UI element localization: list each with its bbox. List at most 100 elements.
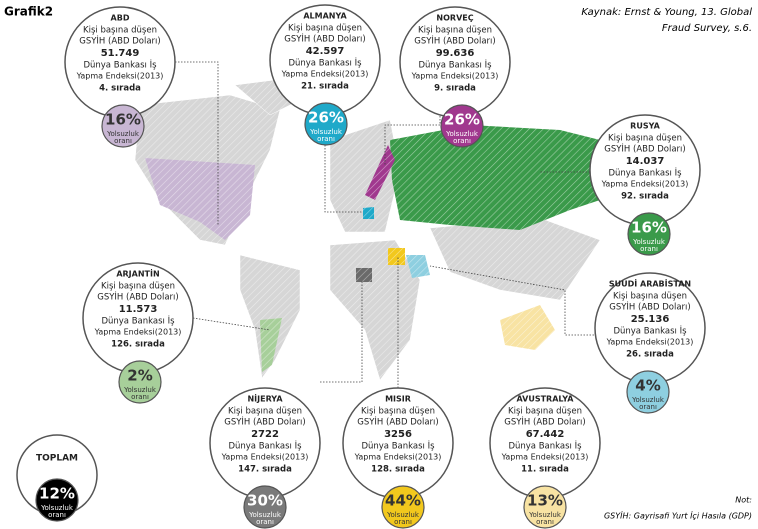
gdp-label: GSYİH (ABD Doları) bbox=[284, 34, 365, 45]
country-name: SUUDİ ARABİSTAN bbox=[609, 279, 691, 289]
index-label: Yapma Endeksi(2013) bbox=[94, 328, 182, 337]
country-name: NİJERYA bbox=[247, 394, 283, 404]
rank: 9. sırada bbox=[434, 84, 476, 94]
rate-label: oranı bbox=[317, 135, 335, 143]
index-label: Yapma Endeksi(2013) bbox=[354, 453, 442, 462]
rate-value: 12% bbox=[39, 485, 75, 503]
index-label: Dünya Bankası İş bbox=[101, 316, 175, 327]
rank: 4. sırada bbox=[99, 84, 141, 94]
country-name: ABD bbox=[111, 14, 130, 23]
rate-label: Yolsuzluk bbox=[106, 130, 140, 138]
gdp-label: Kişi başına düşen bbox=[608, 134, 682, 144]
index-label: Dünya Bankası İş bbox=[608, 168, 682, 179]
rate-label: oranı bbox=[114, 137, 132, 145]
rate-bubble bbox=[626, 370, 670, 414]
rate-bubble bbox=[523, 485, 567, 529]
country-name: MISIR bbox=[385, 395, 411, 404]
gdp-label: GSYİH (ABD Doları) bbox=[97, 292, 178, 303]
gdp-label: Kişi başına düşen bbox=[83, 26, 157, 36]
gdp-value: 3256 bbox=[384, 429, 412, 440]
rate-value: 30% bbox=[247, 492, 283, 510]
rate-bubble bbox=[101, 104, 145, 148]
world-map bbox=[130, 75, 640, 385]
gdp-label: Kişi başına düşen bbox=[508, 407, 582, 417]
rate-label: oranı bbox=[48, 511, 66, 519]
rate-value: 4% bbox=[635, 377, 660, 395]
rate-bubble bbox=[243, 485, 287, 529]
index-label: Dünya Bankası İş bbox=[288, 58, 362, 69]
index-label: Yapma Endeksi(2013) bbox=[221, 453, 309, 462]
rate-label: Yolsuzluk bbox=[309, 128, 343, 136]
gdp-label: GSYİH (ABD Doları) bbox=[604, 144, 685, 155]
rate-value: 44% bbox=[385, 492, 421, 510]
rate-bubble bbox=[35, 478, 79, 522]
note-title: Not: bbox=[735, 496, 752, 505]
index-label: Yapma Endeksi(2013) bbox=[76, 72, 164, 81]
gdp-label: Kişi başına düşen bbox=[418, 26, 492, 36]
gdp-label: GSYİH (ABD Doları) bbox=[357, 417, 438, 428]
rank: 26. sırada bbox=[626, 350, 674, 360]
rate-label: oranı bbox=[536, 518, 554, 526]
note-text: GSYİH: Gayrisafi Yurt İçi Hasıla (GDP) bbox=[604, 511, 752, 521]
index-label: Yapma Endeksi(2013) bbox=[606, 338, 694, 347]
index-label: Dünya Bankası İş bbox=[418, 60, 492, 71]
rank: 21. sırada bbox=[301, 82, 349, 92]
rate-label: Yolsuzluk bbox=[248, 511, 282, 519]
country-name: ARJANTİN bbox=[116, 269, 159, 279]
rate-label: oranı bbox=[256, 518, 274, 526]
rate-bubble bbox=[381, 485, 425, 529]
rate-label: Yolsuzluk bbox=[123, 386, 157, 394]
rank: 147. sırada bbox=[238, 465, 292, 475]
rate-value: 26% bbox=[308, 109, 344, 127]
index-label: Yapma Endeksi(2013) bbox=[281, 70, 369, 79]
rate-bubble bbox=[440, 104, 484, 148]
gdp-label: GSYİH (ABD Doları) bbox=[414, 36, 495, 47]
gdp-label: GSYİH (ABD Doları) bbox=[504, 417, 585, 428]
gdp-label: Kişi başına düşen bbox=[228, 407, 302, 417]
country-name: ALMANYA bbox=[303, 12, 347, 21]
index-label: Dünya Bankası İş bbox=[613, 326, 687, 337]
gdp-label: Kişi başına düşen bbox=[101, 282, 175, 292]
rate-label: Yolsuzluk bbox=[445, 130, 479, 138]
rate-label: Yolsuzluk bbox=[386, 511, 420, 519]
rate-label: Yolsuzluk bbox=[40, 504, 74, 512]
gdp-value: 25.136 bbox=[631, 314, 670, 325]
title: Grafik2 bbox=[4, 5, 53, 19]
rate-label: oranı bbox=[131, 393, 149, 401]
rate-value: 2% bbox=[127, 367, 152, 385]
rate-label: oranı bbox=[394, 518, 412, 526]
gdp-value: 2722 bbox=[251, 429, 279, 440]
rate-value: 13% bbox=[527, 492, 563, 510]
gdp-label: Kişi başına düşen bbox=[613, 292, 687, 302]
gdp-label: GSYİH (ABD Doları) bbox=[609, 302, 690, 313]
index-label: Dünya Bankası İş bbox=[361, 441, 435, 452]
rate-bubble bbox=[304, 102, 348, 146]
rate-value: 16% bbox=[631, 219, 667, 237]
rank: 11. sırada bbox=[521, 465, 569, 475]
gdp-label: Kişi başına düşen bbox=[361, 407, 435, 417]
gdp-value: 14.037 bbox=[626, 156, 665, 167]
gdp-value: 42.597 bbox=[306, 46, 345, 57]
rate-bubble bbox=[118, 360, 162, 404]
rate-label: oranı bbox=[453, 137, 471, 145]
country-name: NORVEÇ bbox=[436, 14, 473, 23]
index-label: Dünya Bankası İş bbox=[228, 441, 302, 452]
source: Fraud Survey, s.6. bbox=[662, 23, 752, 34]
rank: 92. sırada bbox=[621, 192, 669, 202]
gdp-value: 51.749 bbox=[101, 48, 140, 59]
rank: 126. sırada bbox=[111, 340, 165, 350]
gdp-label: GSYİH (ABD Doları) bbox=[79, 36, 160, 47]
rate-bubble bbox=[627, 212, 671, 256]
rate-value: 16% bbox=[105, 111, 141, 129]
rate-label: Yolsuzluk bbox=[528, 511, 562, 519]
gdp-value: 11.573 bbox=[119, 304, 158, 315]
index-label: Dünya Bankası İş bbox=[508, 441, 582, 452]
index-label: Dünya Bankası İş bbox=[83, 60, 157, 71]
index-label: Yapma Endeksi(2013) bbox=[411, 72, 499, 81]
country-name: AVUSTRALYA bbox=[517, 395, 575, 404]
total-name: TOPLAM bbox=[36, 454, 78, 464]
rank: 128. sırada bbox=[371, 465, 425, 475]
gdp-label: GSYİH (ABD Doları) bbox=[224, 417, 305, 428]
index-label: Yapma Endeksi(2013) bbox=[501, 453, 589, 462]
